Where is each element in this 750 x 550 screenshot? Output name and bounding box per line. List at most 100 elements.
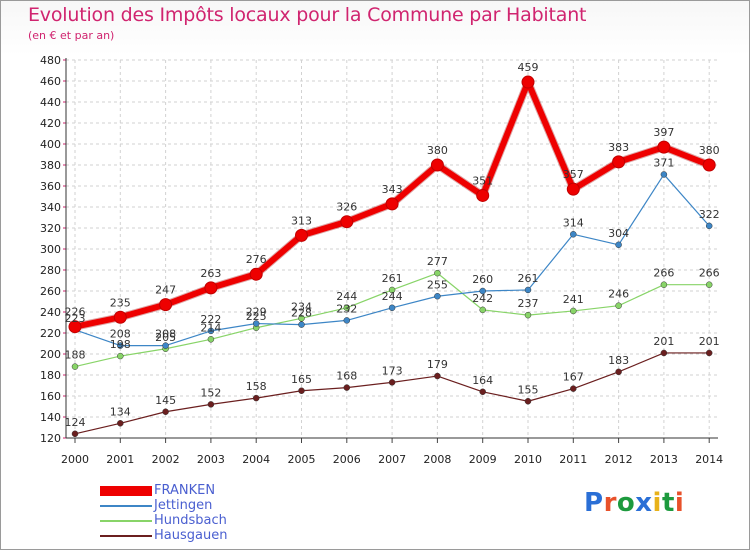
- data-label-hausgauen: 145: [155, 394, 176, 407]
- y-tick-label: 180: [40, 369, 61, 382]
- data-point-hundsbach: [479, 306, 486, 314]
- data-point-hundsbach: [388, 286, 396, 294]
- y-tick-label: 260: [40, 285, 61, 298]
- data-label-hausgauen: 164: [472, 374, 493, 387]
- data-label-jettingen: 322: [699, 208, 720, 221]
- data-label-hundsbach: 277: [427, 255, 448, 268]
- y-tick-label: 460: [40, 75, 61, 88]
- data-label-hundsbach: 266: [699, 267, 720, 280]
- data-point-franken: [702, 158, 716, 172]
- data-label-hundsbach: 214: [200, 321, 221, 334]
- x-tick-label: 2001: [106, 453, 134, 466]
- data-label-franken: 235: [110, 296, 131, 309]
- x-tick-label: 2010: [514, 453, 542, 466]
- data-label-franken: 263: [200, 267, 221, 280]
- data-label-franken: 380: [427, 144, 448, 157]
- legend-item-hundsbach: Hundsbach: [100, 513, 260, 529]
- data-point-hundsbach: [570, 307, 577, 315]
- data-label-franken: 247: [155, 284, 176, 297]
- data-point-franken: [385, 197, 399, 211]
- data-point-franken: [295, 228, 308, 242]
- logo-letter: x: [635, 488, 653, 518]
- data-point-jettingen: [705, 222, 713, 230]
- data-point-jettingen: [252, 320, 260, 327]
- proxiti-logo: Proxiti: [584, 488, 684, 518]
- data-point-franken: [521, 75, 535, 89]
- data-point-hundsbach: [343, 304, 351, 312]
- data-point-jettingen: [524, 286, 532, 294]
- data-point-hausgauen: [434, 372, 441, 380]
- data-point-jettingen: [162, 342, 169, 349]
- y-tick-label: 400: [40, 138, 61, 151]
- data-point-franken: [159, 298, 173, 312]
- data-label-jettingen: 228: [291, 307, 312, 320]
- legend-label: Jettingen: [154, 498, 213, 513]
- y-tick-label: 220: [40, 327, 61, 340]
- logo-letter: i: [674, 488, 685, 518]
- data-label-jettingen: 260: [472, 273, 493, 286]
- data-label-hundsbach: 234: [291, 300, 312, 313]
- data-label-franken: 276: [246, 253, 267, 266]
- data-point-hundsbach: [298, 315, 305, 322]
- data-label-jettingen: 223: [65, 312, 86, 325]
- y-tick-label: 300: [40, 243, 61, 256]
- legend-swatch: [100, 535, 152, 537]
- data-label-hundsbach: 237: [518, 297, 539, 310]
- data-label-jettingen: 222: [200, 313, 221, 326]
- data-label-hausgauen: 158: [246, 380, 267, 393]
- data-point-franken: [249, 267, 263, 281]
- data-label-hundsbach: 205: [155, 331, 176, 344]
- legend-label: Hundsbach: [154, 513, 227, 528]
- data-label-hausgauen: 201: [653, 335, 674, 348]
- legend-label: FRANKEN: [154, 483, 216, 498]
- y-tick-label: 140: [40, 411, 61, 424]
- legend-item-hausgauen: Hausgauen: [100, 528, 260, 544]
- data-point-franken: [204, 281, 218, 295]
- x-tick-label: 2006: [333, 453, 361, 466]
- data-point-hausgauen: [162, 408, 169, 415]
- x-tick-label: 2005: [288, 453, 316, 466]
- data-point-hausgauen: [570, 385, 577, 392]
- legend-swatch: [100, 520, 152, 522]
- data-point-hausgauen: [388, 379, 396, 386]
- data-label-franken: 459: [518, 61, 539, 74]
- y-tick-label: 440: [40, 96, 61, 109]
- data-point-hausgauen: [207, 401, 215, 408]
- y-tick-label: 160: [40, 390, 61, 403]
- logo-letter: r: [603, 488, 617, 518]
- data-point-hausgauen: [479, 388, 486, 396]
- data-point-hausgauen: [252, 394, 260, 402]
- chart-subtitle: (en € et par an): [28, 29, 115, 42]
- legend-swatch: [100, 505, 152, 507]
- y-tick-label: 280: [40, 264, 61, 277]
- x-tick-label: 2011: [559, 453, 587, 466]
- data-label-franken: 357: [563, 168, 584, 181]
- data-label-hundsbach: 261: [382, 272, 403, 285]
- data-label-hausgauen: 152: [200, 386, 221, 399]
- logo-letter: t: [661, 488, 675, 518]
- x-tick-label: 2009: [469, 453, 497, 466]
- x-tick-label: 2014: [695, 453, 723, 466]
- y-tick-label: 420: [40, 117, 61, 130]
- data-point-jettingen: [298, 321, 305, 328]
- data-point-franken: [430, 158, 444, 172]
- data-label-jettingen: 208: [155, 328, 176, 341]
- legend-label: Hausgauen: [154, 528, 228, 543]
- data-point-hundsbach: [117, 352, 124, 360]
- x-tick-label: 2007: [378, 453, 406, 466]
- legend-swatch: [100, 486, 152, 496]
- data-point-franken: [566, 182, 580, 196]
- data-point-franken: [476, 188, 490, 202]
- data-label-jettingen: 255: [427, 278, 448, 291]
- y-tick-label: 120: [40, 432, 61, 445]
- y-tick-label: 360: [40, 180, 61, 193]
- data-label-hausgauen: 134: [110, 405, 131, 418]
- data-point-jettingen: [570, 231, 577, 238]
- data-point-hausgauen: [343, 384, 351, 391]
- data-label-franken: 383: [608, 141, 629, 154]
- data-point-jettingen: [479, 287, 486, 295]
- x-tick-label: 2002: [152, 453, 180, 466]
- data-point-jettingen: [434, 293, 441, 300]
- data-point-hausgauen: [298, 387, 305, 394]
